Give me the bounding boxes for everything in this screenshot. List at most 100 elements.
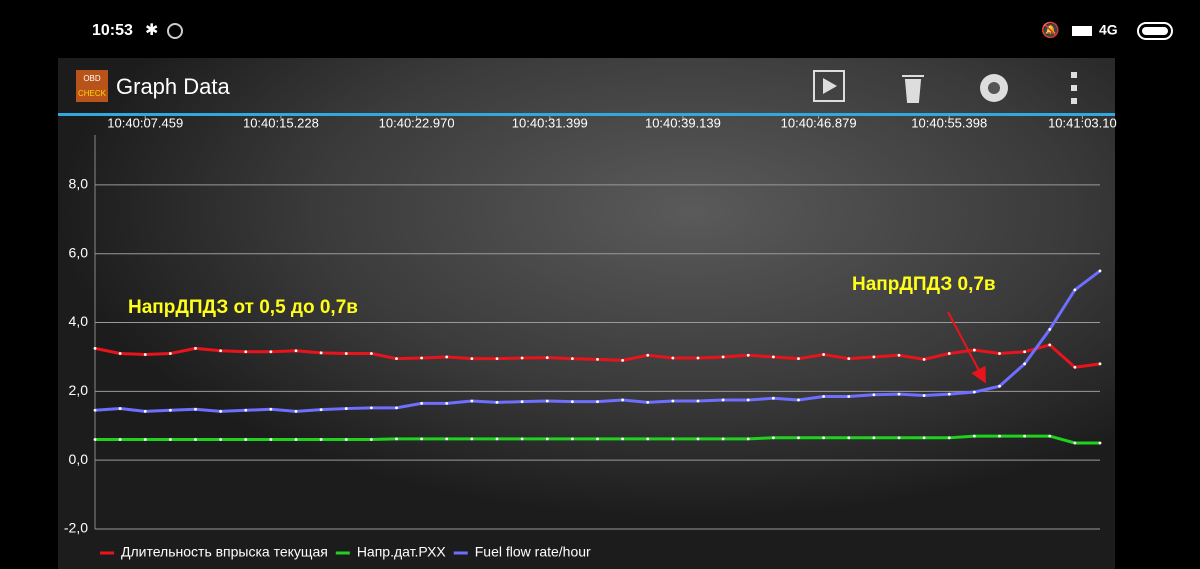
data-point bbox=[244, 350, 248, 354]
data-point bbox=[947, 392, 951, 396]
data-point bbox=[671, 399, 675, 403]
delete-button[interactable] bbox=[902, 75, 924, 103]
data-point bbox=[143, 409, 147, 413]
legend-label: Напр.дат.РХХ bbox=[357, 544, 447, 560]
y-tick-label: 8,0 bbox=[69, 176, 89, 192]
data-point bbox=[219, 438, 223, 441]
data-point bbox=[495, 400, 499, 404]
play-icon bbox=[823, 78, 837, 94]
data-point bbox=[369, 352, 373, 355]
data-point bbox=[621, 398, 625, 402]
data-point bbox=[1023, 362, 1027, 366]
data-point bbox=[1098, 441, 1102, 445]
data-point bbox=[1073, 288, 1077, 292]
annotation: НапрДПДЗ от 0,5 до 0,7в bbox=[128, 297, 358, 318]
data-point bbox=[621, 437, 625, 441]
data-point bbox=[395, 437, 398, 441]
data-point bbox=[395, 406, 398, 410]
app-title: Graph Data bbox=[116, 74, 230, 99]
data-point bbox=[721, 398, 725, 402]
data-point bbox=[646, 437, 650, 441]
data-point bbox=[244, 438, 248, 441]
data-point bbox=[495, 437, 499, 441]
data-point bbox=[797, 357, 800, 361]
data-point bbox=[168, 408, 172, 412]
data-point bbox=[219, 349, 223, 353]
data-point bbox=[746, 353, 750, 357]
data-point bbox=[194, 346, 197, 350]
data-point bbox=[771, 436, 775, 440]
x-tick-label: 10:40:46.879 bbox=[781, 115, 857, 130]
data-point bbox=[168, 352, 172, 355]
data-point bbox=[143, 353, 147, 356]
play-button[interactable] bbox=[813, 70, 845, 102]
x-tick-label: 10:40:55.398 bbox=[911, 115, 987, 130]
data-point bbox=[545, 399, 549, 403]
data-point bbox=[998, 352, 1001, 355]
data-point bbox=[244, 408, 248, 412]
network-label: 4G bbox=[1099, 22, 1118, 38]
data-point bbox=[344, 438, 348, 441]
data-point bbox=[319, 351, 323, 355]
bluetooth-icon: ✱ bbox=[145, 22, 158, 39]
data-point bbox=[445, 355, 449, 359]
logo-text: OBD bbox=[83, 74, 101, 83]
data-point bbox=[947, 352, 951, 355]
data-point bbox=[671, 356, 675, 360]
data-point bbox=[947, 436, 951, 440]
data-point bbox=[420, 356, 424, 360]
data-point bbox=[797, 436, 800, 440]
data-point bbox=[269, 350, 273, 354]
data-point bbox=[445, 402, 449, 405]
data-point bbox=[721, 355, 725, 359]
data-point bbox=[118, 407, 122, 410]
data-point bbox=[1073, 365, 1077, 369]
battery-level bbox=[1142, 27, 1168, 35]
data-point bbox=[721, 437, 725, 441]
y-tick-label: 6,0 bbox=[69, 244, 89, 260]
menu-button[interactable] bbox=[1071, 72, 1077, 104]
x-tick-label: 10:40:39.139 bbox=[645, 115, 721, 130]
battery-icon bbox=[1137, 22, 1173, 40]
app-logo bbox=[76, 70, 108, 102]
annotation-arrow bbox=[947, 311, 986, 384]
data-point bbox=[972, 434, 976, 438]
app-bar-divider bbox=[58, 113, 1115, 116]
y-tick-label: -2,0 bbox=[64, 520, 88, 536]
legend-label: Fuel flow rate/hour bbox=[475, 544, 591, 560]
data-point bbox=[746, 437, 750, 441]
data-point bbox=[545, 356, 549, 360]
data-point bbox=[897, 392, 901, 396]
data-point bbox=[570, 357, 574, 361]
data-point bbox=[746, 398, 750, 402]
data-point bbox=[219, 409, 223, 413]
data-point bbox=[621, 358, 625, 362]
data-point bbox=[646, 400, 650, 404]
data-point bbox=[93, 438, 97, 441]
data-point bbox=[897, 353, 901, 357]
data-point bbox=[847, 436, 851, 440]
data-point bbox=[520, 356, 524, 360]
data-point bbox=[696, 437, 700, 441]
data-point bbox=[269, 438, 273, 441]
sync-icon bbox=[167, 23, 183, 39]
data-point bbox=[93, 346, 97, 350]
data-point bbox=[570, 437, 574, 441]
y-tick-label: 4,0 bbox=[69, 313, 89, 329]
data-point bbox=[822, 395, 826, 398]
data-point bbox=[369, 438, 373, 441]
data-point bbox=[771, 355, 775, 359]
data-point bbox=[972, 348, 976, 352]
data-point bbox=[520, 400, 524, 404]
data-point bbox=[1098, 269, 1102, 273]
data-point bbox=[847, 357, 851, 361]
data-point bbox=[872, 393, 876, 397]
data-point bbox=[118, 352, 122, 355]
x-tick-label: 10:40:07.459 bbox=[107, 115, 183, 130]
data-point bbox=[495, 357, 499, 361]
data-point bbox=[696, 356, 700, 360]
data-point bbox=[1048, 343, 1052, 347]
data-point bbox=[872, 355, 876, 359]
